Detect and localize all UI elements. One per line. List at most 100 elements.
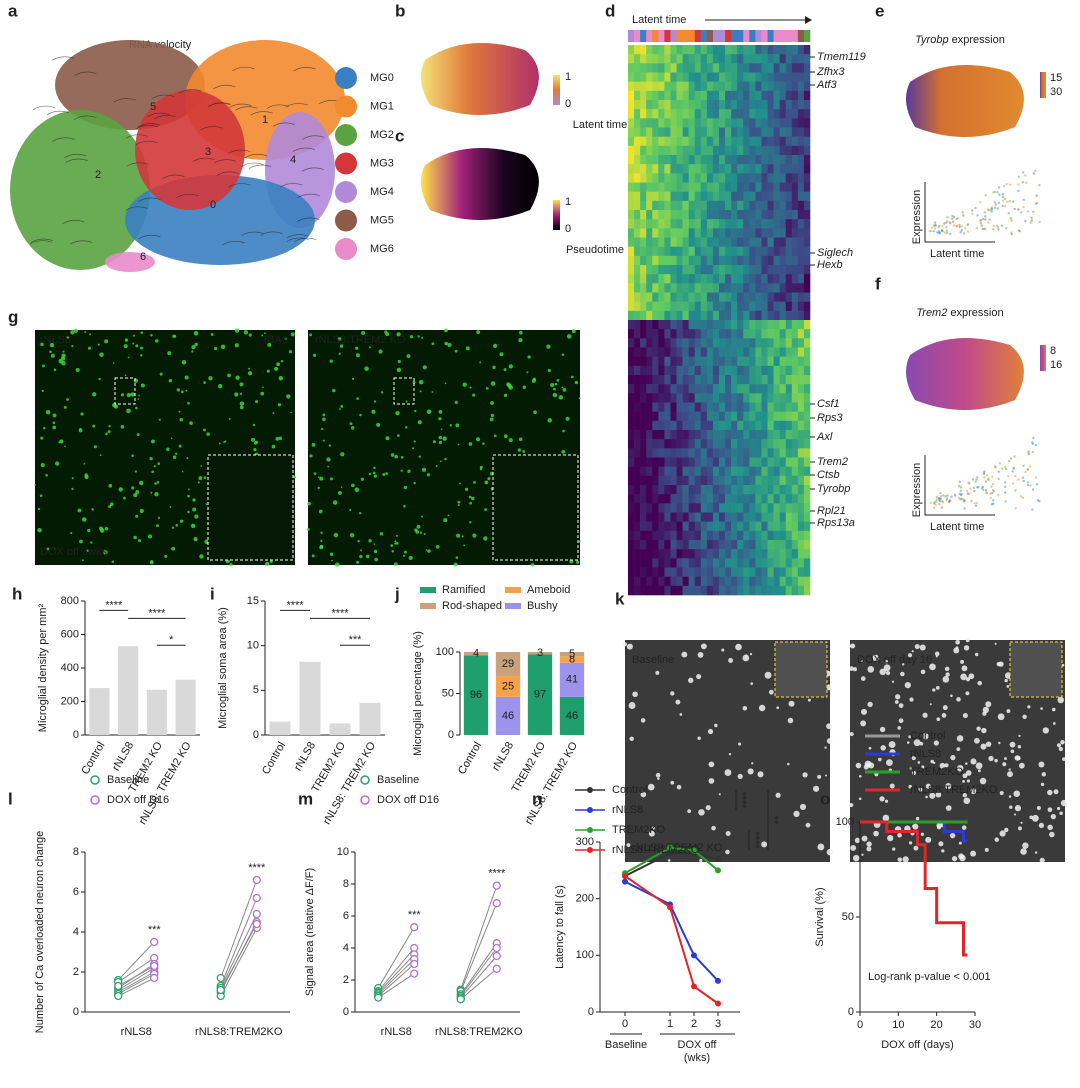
microglia — [402, 554, 406, 557]
heatmap-cell — [797, 173, 805, 183]
heatmap-cell — [664, 72, 671, 82]
heatmap-cell — [628, 338, 635, 348]
microglia — [394, 454, 399, 459]
heatmap-cell — [797, 420, 805, 431]
heatmap-cell — [658, 457, 665, 467]
heatmap-cell — [725, 54, 732, 64]
umap-cluster — [10, 110, 150, 270]
heatmap-cell — [676, 420, 683, 431]
neuron — [826, 738, 833, 744]
heatmap-cell — [761, 191, 768, 202]
heatmap-cell — [737, 310, 744, 321]
microglia — [493, 434, 497, 438]
heatmap-cell — [785, 265, 793, 275]
y-tick-label: 10 — [247, 640, 259, 652]
heatmap-cell — [658, 255, 665, 266]
heatmap-cell — [773, 393, 780, 403]
heatmap-cell — [791, 274, 799, 284]
heatmap-cell — [725, 430, 732, 440]
panel-title: Trem2 expression — [916, 307, 1003, 319]
heatmap-cell — [682, 173, 689, 183]
heatmap-cell — [712, 448, 720, 458]
microglia — [252, 423, 256, 427]
heatmap-cell — [755, 118, 762, 128]
heatmap-cell — [737, 448, 744, 458]
heatmap-cell — [646, 365, 653, 376]
scatter-dot — [952, 224, 956, 227]
neuron — [970, 758, 977, 765]
heatmap-cell — [719, 530, 726, 541]
heatmap-cell — [749, 237, 756, 247]
heatmap-cell — [785, 191, 793, 202]
neuron — [944, 666, 950, 672]
heatmap-cell — [719, 81, 726, 92]
heatmap-cell — [682, 475, 689, 486]
heatmap-cell — [682, 503, 689, 513]
microglia — [547, 418, 552, 423]
heatmap-cell — [670, 228, 677, 238]
heatmap-cell — [785, 283, 793, 293]
velocity-stream — [228, 149, 251, 154]
heatmap-cell — [700, 320, 708, 330]
heatmap-cell — [797, 164, 805, 174]
legend-label: Rod-shaped — [442, 600, 502, 612]
data-label: 29 — [502, 658, 514, 670]
heatmap-cell — [700, 558, 708, 568]
microglia — [192, 498, 196, 502]
heatmap-cell — [658, 191, 665, 202]
pair-line — [460, 947, 498, 997]
heatmap-cell — [731, 182, 738, 192]
heatmap-cell — [755, 402, 762, 412]
microglia — [396, 434, 400, 437]
heatmap-cell — [767, 540, 774, 550]
neuron — [911, 650, 914, 653]
heatmap-cell — [779, 558, 787, 568]
heatmap-cell — [749, 439, 756, 449]
heatmap-cell — [670, 237, 677, 247]
heatmap-cell — [658, 145, 665, 156]
neuron — [728, 658, 734, 663]
heatmap-cell — [785, 338, 793, 348]
heatmap-cell — [694, 255, 702, 266]
heatmap-cell — [706, 228, 714, 238]
heatmap-cell — [640, 155, 647, 165]
heatmap-cell — [761, 72, 768, 82]
time-strip — [712, 30, 720, 42]
heatmap-cell — [688, 100, 696, 110]
heatmap-cell — [749, 576, 756, 587]
legend-swatch — [420, 603, 436, 609]
heatmap-cell — [743, 72, 750, 82]
heatmap-cell — [767, 310, 774, 321]
velocity-stream — [147, 112, 170, 118]
scatter-dot — [1017, 478, 1020, 481]
neuron — [735, 643, 742, 651]
heatmap-cell — [785, 439, 793, 449]
microglia — [135, 344, 139, 348]
heatmap-cell — [658, 365, 665, 376]
heatmap-cell — [755, 265, 762, 275]
scatter-dot — [957, 484, 961, 488]
heatmap-cell — [706, 540, 714, 550]
heatmap-cell — [628, 265, 635, 275]
microglia — [403, 504, 406, 508]
heatmap-cell — [664, 521, 671, 532]
heatmap-cell — [676, 466, 683, 477]
microglia — [156, 481, 160, 484]
heatmap-cell — [664, 265, 671, 275]
heatmap-cell — [694, 558, 702, 568]
legend-label: rNLS8 — [612, 804, 643, 816]
heatmap-cell — [652, 54, 659, 64]
heatmap-cell — [688, 567, 696, 577]
heatmap-cell — [670, 356, 677, 367]
heatmap-cell — [773, 145, 780, 156]
heatmap-cell — [767, 356, 774, 367]
series-line — [624, 880, 719, 982]
heatmap-cell — [755, 63, 762, 73]
heatmap-cell — [725, 320, 732, 330]
heatmap-cell — [706, 109, 714, 119]
heatmap-cell — [761, 283, 768, 293]
heatmap-cell — [749, 118, 756, 128]
heatmap-cell — [731, 384, 738, 394]
heatmap-cell — [652, 375, 659, 385]
heatmap-cell — [743, 393, 750, 403]
